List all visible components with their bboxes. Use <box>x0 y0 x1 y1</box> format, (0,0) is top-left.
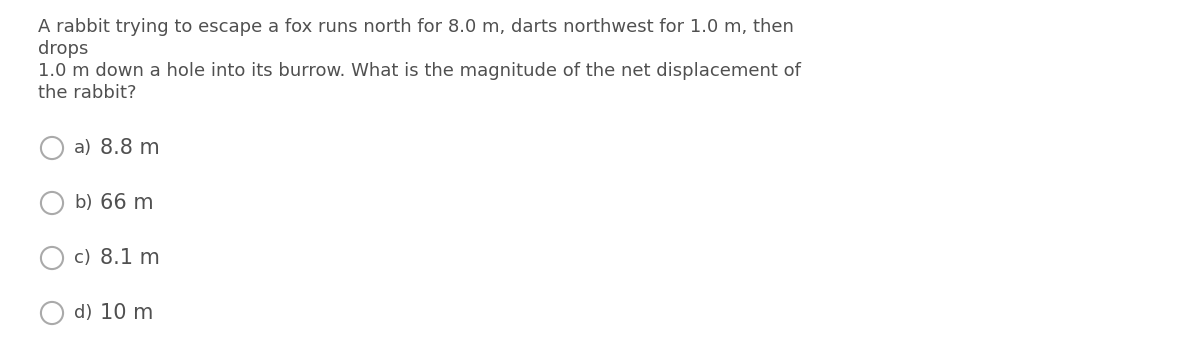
Point <box>42 310 61 316</box>
Point <box>42 255 61 261</box>
Text: a): a) <box>74 139 92 157</box>
Text: 66 m: 66 m <box>100 193 154 213</box>
Text: 10 m: 10 m <box>100 303 154 323</box>
Text: 8.8 m: 8.8 m <box>100 138 160 158</box>
Text: d): d) <box>74 304 92 322</box>
Point <box>42 145 61 151</box>
Text: the rabbit?: the rabbit? <box>38 84 137 102</box>
Point <box>42 200 61 206</box>
Text: A rabbit trying to escape a fox runs north for 8.0 m, darts northwest for 1.0 m,: A rabbit trying to escape a fox runs nor… <box>38 18 794 36</box>
Text: drops: drops <box>38 40 89 58</box>
Text: 8.1 m: 8.1 m <box>100 248 160 268</box>
Text: c): c) <box>74 249 91 267</box>
Text: 1.0 m down a hole into its burrow. What is the magnitude of the net displacement: 1.0 m down a hole into its burrow. What … <box>38 62 800 80</box>
Text: b): b) <box>74 194 92 212</box>
